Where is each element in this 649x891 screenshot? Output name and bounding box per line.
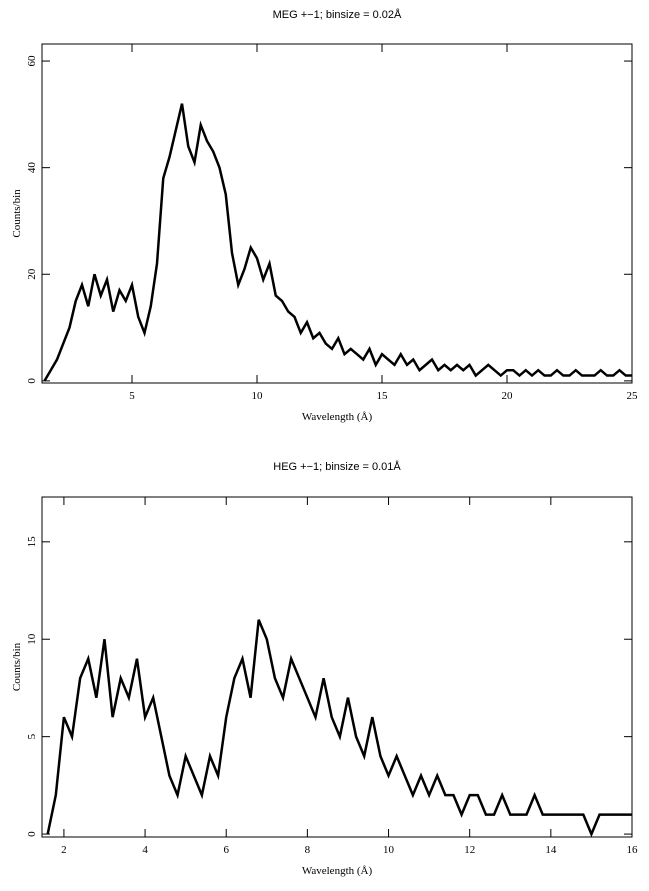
x-tick-label: 5 [129,390,135,402]
x-tick-label: 15 [377,390,389,402]
x-tick-label: 4 [142,844,148,856]
x-tick-label: 16 [627,844,639,856]
chart-title: HEG +−1; binsize = 0.01Å [273,460,401,473]
x-tick-label: 2 [61,844,67,856]
data-line [43,103,632,382]
y-axis-label: Counts/bin [11,189,23,238]
x-tick-label: 12 [464,844,475,856]
chart-title: MEG +−1; binsize = 0.02Å [273,8,402,21]
y-tick-label: 5 [26,733,38,739]
x-axis-label: Wavelength (Å) [302,865,373,877]
x-tick-label: 20 [502,390,514,402]
plot-frame [41,43,633,384]
x-axis-label: Wavelength (Å) [302,411,373,423]
x-tick-label: 8 [305,844,311,856]
x-tick-label: 6 [223,844,229,856]
y-axis-label: Counts/bin [11,642,23,691]
y-tick-label: 40 [26,162,38,174]
y-tick-label: 60 [26,55,38,67]
y-tick-label: 0 [26,831,38,837]
data-line [46,619,632,838]
y-tick-label: 15 [26,536,38,548]
x-tick-label: 14 [545,844,557,856]
y-tick-label: 20 [26,268,38,280]
x-tick-label: 25 [627,390,639,402]
x-tick-label: 10 [383,844,395,856]
y-tick-label: 0 [26,378,38,384]
plot-frame [41,496,633,838]
x-tick-label: 10 [252,390,264,402]
y-tick-label: 10 [26,633,38,645]
